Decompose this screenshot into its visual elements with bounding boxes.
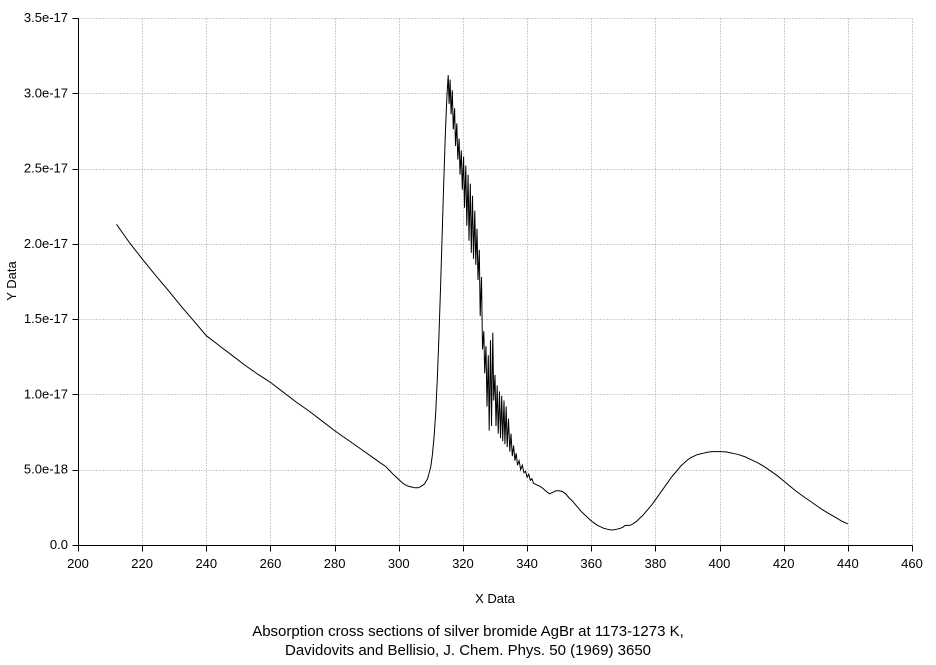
y-tick-label: 1.5e-17 <box>24 311 68 326</box>
x-tick-label: 360 <box>580 556 602 571</box>
x-tick-label: 420 <box>773 556 795 571</box>
x-tick-label: 220 <box>131 556 153 571</box>
chart-caption: Absorption cross sections of silver brom… <box>0 622 936 660</box>
y-tick-label: 1.0e-17 <box>24 386 68 401</box>
x-tick-label: 200 <box>67 556 89 571</box>
x-tick-label: 300 <box>388 556 410 571</box>
y-tick-label: 2.0e-17 <box>24 236 68 251</box>
y-tick-label: 2.5e-17 <box>24 161 68 176</box>
x-tick-label: 460 <box>901 556 923 571</box>
y-tick-label: 3.5e-17 <box>24 10 68 25</box>
caption-line-1: Absorption cross sections of silver brom… <box>252 623 684 640</box>
x-axis-title: X Data <box>475 591 515 606</box>
x-tick-label: 380 <box>645 556 667 571</box>
y-tick-label: 0.0 <box>50 537 68 552</box>
x-tick-label: 400 <box>709 556 731 571</box>
x-tick-label: 260 <box>260 556 282 571</box>
x-tick-label: 340 <box>516 556 538 571</box>
x-tick-label: 240 <box>195 556 217 571</box>
x-tick-label: 320 <box>452 556 474 571</box>
x-tick-label: 280 <box>324 556 346 571</box>
y-tick-label: 5.0e-18 <box>24 462 68 477</box>
y-axis-title: Y Data <box>4 261 19 301</box>
plot-svg: 200 220 240 260 280 300 320 340 360 380 400 420 440 4… <box>24 10 923 571</box>
y-tick-label: 3.0e-17 <box>24 85 68 100</box>
caption-line-2: Davidovits and Bellisio, J. Chem. Phys. … <box>284 642 652 659</box>
data-series-line <box>116 75 849 531</box>
x-tick-label: 440 <box>837 556 859 571</box>
